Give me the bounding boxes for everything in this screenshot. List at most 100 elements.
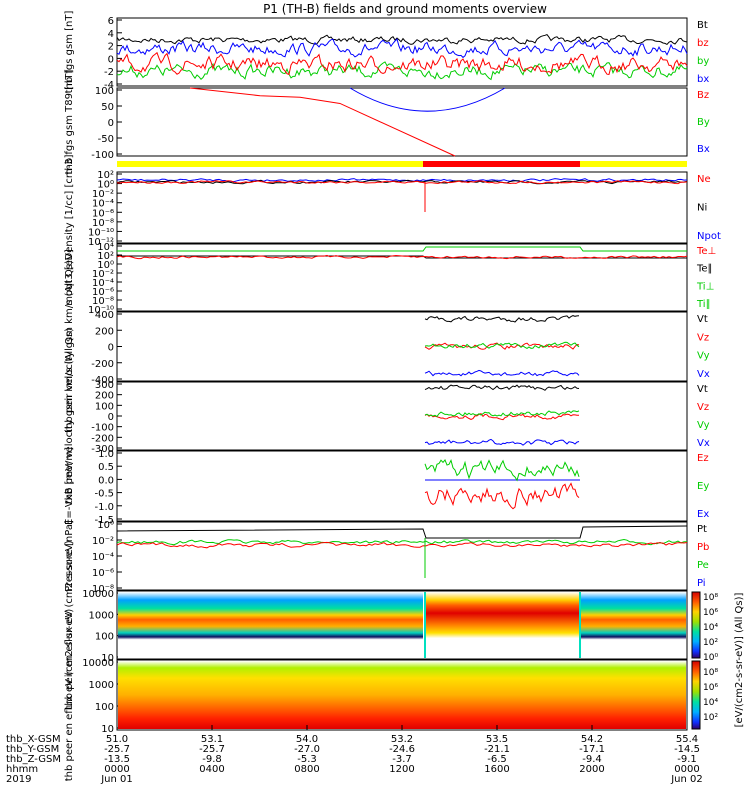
x-tick-label: 54.0 [296,734,318,745]
series-line-ez [424,482,580,510]
colorbars: 10⁸ 10⁶ 10⁴ 10² 10⁰ 10⁸ 10⁶ 10⁴ 10² [eV/(cm2-s-sr… [691,591,745,730]
x-tick-label: 53.5 [486,734,508,745]
colorbar-tick-label: 10² [703,638,718,648]
legend-item: Ez [697,453,709,464]
x-tick-label: -9.1 [677,754,697,765]
x-tick-label: -14.5 [674,744,700,755]
series-line-vx [424,369,580,377]
y-tick-label: 10⁻⁶ [92,208,114,219]
x-row-label: thb_Y-GSM [6,744,59,755]
y-tick-label: 1.0 [98,449,114,460]
x-tick-label: Jun 02 [670,774,703,785]
panel-frame [116,171,688,244]
y-tick-label: 0 [108,118,114,129]
x-tick-label: -27.0 [294,744,320,755]
series-line-te-perp [116,254,688,260]
y-tick-label: 10⁻¹² [88,237,114,248]
spectrogram-ions [118,592,423,658]
x-tick-label: 0800 [294,764,319,775]
y-tick-label: -300 [91,444,114,455]
series-line-vy [424,341,580,349]
y-tick-label: -1.0 [94,502,114,513]
legend-item: Vt [697,314,708,325]
colorbar-ions [691,591,701,659]
colorbar-tick-label: 10⁸ [703,593,718,603]
colorbar-tick-label: 10⁰ [703,653,718,663]
series-line-ti [117,246,687,252]
panel-frame [116,243,688,312]
legend-item: Ti∥ [696,299,711,310]
y-tick-label: 10⁻⁸ [92,218,114,229]
y-tick-label: 6 [108,16,114,27]
series-line-vt [424,384,580,391]
y-tick-label: -1.5 [94,515,114,526]
x-tick-label: 1200 [389,764,414,775]
x-tick-label: -3.7 [392,754,412,765]
y-tick-label: -200 [91,359,114,370]
y-tick-label: 100 [95,702,114,713]
y-axis-label: E=-VxB [mV/m] [64,447,75,525]
colorbar-tick-label: 10⁶ [703,608,718,618]
x-tick-label: 0000 [104,764,129,775]
x-tick-label: -25.7 [104,744,130,755]
x-tick-label: 53.1 [201,734,223,745]
legend-item: bz [697,38,709,49]
x-tick-label: 0000 [674,764,699,775]
series-line-vz [424,342,580,350]
y-tick-label: -100 [91,150,114,161]
legend-item: bx [697,74,709,85]
panel-frame [116,521,688,591]
legend-item: By [697,117,710,128]
x-row-label: 2019 [6,774,31,785]
y-tick-label: 400 [95,310,114,321]
x-row-label: hhmm [6,764,38,775]
legend-item: Vx [697,369,710,380]
panel-frame [116,450,688,522]
spectrogram-electrons [118,661,686,729]
colorbar-tick-label: 10⁶ [703,683,718,693]
legend-item: by [697,56,709,67]
legend-item: Vt [697,384,708,395]
y-tick-label: 10⁻⁴ [92,278,114,289]
y-tick-label: 10⁻⁴ [92,199,114,210]
legend-item: Vx [697,438,710,449]
y-axis-label: thb fgs gsm T89 [nT] [64,70,75,175]
y-tick-label: 100 [95,86,114,97]
x-tick-label: -9.4 [582,754,602,765]
series-line-ne [116,180,688,185]
x-tick-label: -21.1 [484,744,510,755]
y-tick-label: 0 [108,412,114,423]
legend-item: Npot [697,231,721,242]
y-tick-label: -4 [104,80,114,91]
region-bar [117,161,687,167]
series-line-pb [116,541,688,549]
y-tick-label: -0.5 [94,489,114,500]
x-tick-label: -5.3 [297,754,317,765]
panel-frame [116,311,688,382]
colorbar-tick-label: 10⁸ [703,668,718,678]
y-tick-label: 100 [95,632,114,643]
y-tick-label: 10⁻² [92,269,114,280]
y-tick-label: -100 [91,423,114,434]
series-line-vt [424,315,580,323]
legend-item: Vy [697,420,710,431]
legend-item: Pe [697,560,709,571]
x-tick-label: 55.4 [676,734,698,745]
legend-item: Ex [697,509,709,520]
legend-item: Te⊥ [696,246,716,257]
legend-item: Vz [697,402,709,413]
y-tick-label: 1000 [89,610,114,621]
y-tick-label: -400 [91,375,114,386]
colorbar-electrons [691,660,701,730]
x-tick-label: -25.7 [199,744,225,755]
y-tick-label: 10000 [82,589,114,600]
y-tick-label: 10⁻¹⁰ [88,227,114,238]
y-tick-label: 0.0 [98,475,114,486]
spectrogram-ions-mid [426,592,580,658]
y-axis-label: thb peer en eflux eV (cm2-s-sr-eV) [64,609,75,782]
x-tick-label: 0400 [199,764,224,775]
colorbar-label: [eV/(cm2-s-sr-eV)] (All Qs)] [734,592,745,727]
legend-item: Ni [697,203,707,214]
